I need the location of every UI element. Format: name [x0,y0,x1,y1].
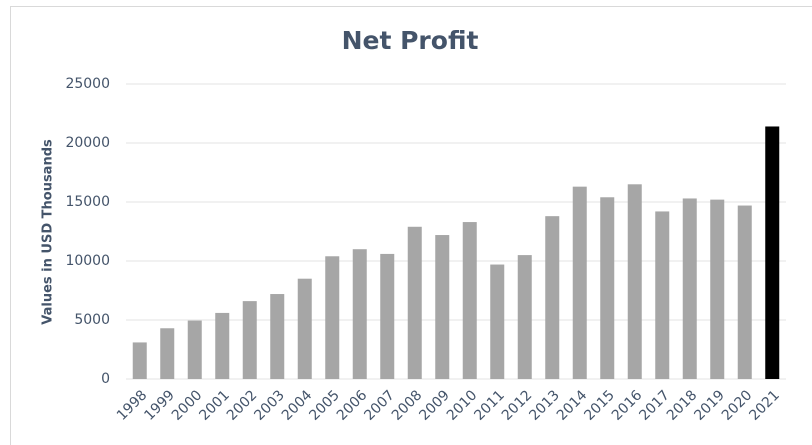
x-tick-label: 2015 [581,387,618,424]
x-tick-label: 2016 [609,387,646,424]
bar [380,253,395,379]
bar [132,342,147,379]
chart-title: Net Profit [342,26,479,55]
x-tick-label: 2001 [196,387,233,424]
x-tick-label: 2007 [361,387,398,424]
bar [242,301,257,379]
bar [435,235,450,379]
y-tick-label: 25000 [65,76,110,92]
x-tick-label: 2019 [691,387,728,424]
chart-border [10,6,812,445]
y-tick-label: 10000 [65,253,110,269]
bar [655,211,670,379]
x-tick-label: 2021 [746,387,783,424]
bar [517,255,532,379]
x-tick-label: 2006 [334,387,371,424]
x-tick-label: 2000 [169,387,206,424]
x-tick-label: 2003 [251,387,288,424]
bar [297,278,312,379]
bar [572,186,587,379]
bar [187,320,202,379]
bar [627,184,642,379]
bar [215,312,230,379]
x-tick-label: 2008 [389,387,426,424]
x-tick-label: 2014 [554,387,591,424]
y-axis-label: Values in USD Thousands [41,139,56,325]
bar [600,197,615,379]
bar [407,226,422,379]
bar [765,126,780,379]
bar [737,205,752,379]
bar [545,216,560,379]
y-tick-label: 15000 [65,194,110,210]
x-tick-label: 2004 [279,387,316,424]
bar [490,264,505,379]
bar [325,256,340,379]
bar [160,328,175,379]
x-tick-label: 2017 [636,387,673,424]
x-tick-label: 2011 [471,387,508,424]
x-tick-label: 2009 [416,387,453,424]
y-tick-label: 0 [101,371,110,387]
y-tick-label: 20000 [65,135,110,151]
x-tick-label: 2013 [526,387,563,424]
x-tick-label: 2018 [664,387,701,424]
bar [710,199,725,379]
y-tick-label: 5000 [74,312,110,328]
bar [462,222,477,379]
x-tick-label: 1998 [114,387,151,424]
bar [352,249,367,379]
x-tick-label: 2012 [499,387,536,424]
bar [682,198,697,379]
x-tick-label: 2002 [224,387,261,424]
x-tick-label: 2010 [444,387,481,424]
bar [270,294,285,379]
x-tick-label: 2005 [306,387,343,424]
x-tick-label: 1999 [141,387,178,424]
x-tick-label: 2020 [719,387,756,424]
